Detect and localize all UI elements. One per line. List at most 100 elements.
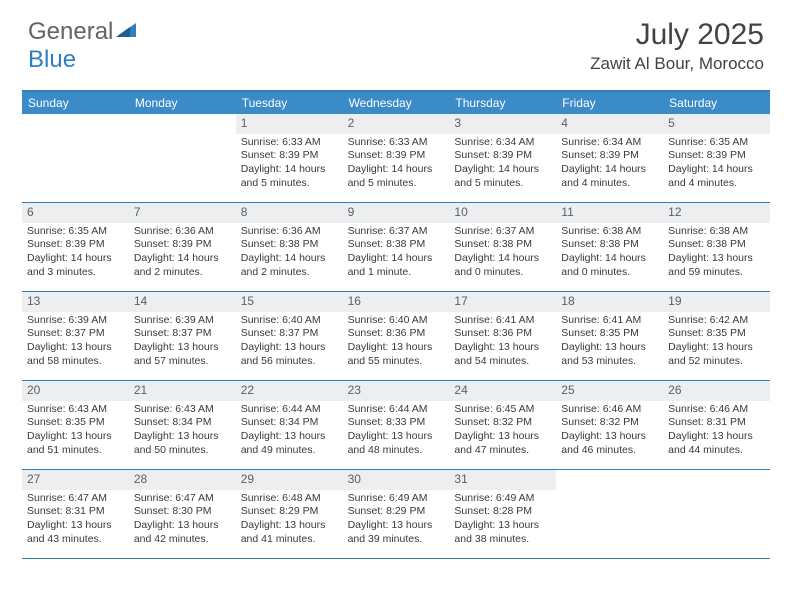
day-cell: 22Sunrise: 6:44 AMSunset: 8:34 PMDayligh…	[236, 381, 343, 469]
daylight-text: Daylight: 14 hours and 1 minute.	[348, 252, 445, 279]
day-body: Sunrise: 6:41 AMSunset: 8:35 PMDaylight:…	[556, 312, 663, 374]
sunset-text: Sunset: 8:29 PM	[241, 505, 338, 519]
day-number: 30	[343, 470, 450, 490]
day-number: 5	[663, 114, 770, 134]
sunset-text: Sunset: 8:34 PM	[134, 416, 231, 430]
sunrise-text: Sunrise: 6:38 AM	[561, 225, 658, 239]
daylight-text: Daylight: 14 hours and 0 minutes.	[454, 252, 551, 279]
day-number: 22	[236, 381, 343, 401]
sunset-text: Sunset: 8:35 PM	[27, 416, 124, 430]
day-body: Sunrise: 6:40 AMSunset: 8:36 PMDaylight:…	[343, 312, 450, 374]
day-cell: 24Sunrise: 6:45 AMSunset: 8:32 PMDayligh…	[449, 381, 556, 469]
sunrise-text: Sunrise: 6:48 AM	[241, 492, 338, 506]
day-number: 8	[236, 203, 343, 223]
weekday-header: Tuesday	[236, 92, 343, 114]
sunrise-text: Sunrise: 6:43 AM	[134, 403, 231, 417]
day-cell: 15Sunrise: 6:40 AMSunset: 8:37 PMDayligh…	[236, 292, 343, 380]
sunrise-text: Sunrise: 6:37 AM	[454, 225, 551, 239]
sunrise-text: Sunrise: 6:44 AM	[241, 403, 338, 417]
sunrise-text: Sunrise: 6:39 AM	[27, 314, 124, 328]
sunset-text: Sunset: 8:39 PM	[134, 238, 231, 252]
day-number: 31	[449, 470, 556, 490]
logo: General	[28, 18, 136, 46]
sunrise-text: Sunrise: 6:41 AM	[454, 314, 551, 328]
day-cell: 9Sunrise: 6:37 AMSunset: 8:38 PMDaylight…	[343, 203, 450, 291]
week-row: 13Sunrise: 6:39 AMSunset: 8:37 PMDayligh…	[22, 292, 770, 381]
day-body: Sunrise: 6:47 AMSunset: 8:30 PMDaylight:…	[129, 490, 236, 552]
day-cell: 30Sunrise: 6:49 AMSunset: 8:29 PMDayligh…	[343, 470, 450, 558]
daylight-text: Daylight: 13 hours and 59 minutes.	[668, 252, 765, 279]
daylight-text: Daylight: 13 hours and 44 minutes.	[668, 430, 765, 457]
day-number: 12	[663, 203, 770, 223]
day-cell: 2Sunrise: 6:33 AMSunset: 8:39 PMDaylight…	[343, 114, 450, 202]
sunset-text: Sunset: 8:36 PM	[348, 327, 445, 341]
weekday-header: Monday	[129, 92, 236, 114]
day-body: Sunrise: 6:39 AMSunset: 8:37 PMDaylight:…	[22, 312, 129, 374]
weekday-header: Saturday	[663, 92, 770, 114]
daylight-text: Daylight: 13 hours and 57 minutes.	[134, 341, 231, 368]
day-number: 6	[22, 203, 129, 223]
sunset-text: Sunset: 8:38 PM	[454, 238, 551, 252]
sunset-text: Sunset: 8:35 PM	[561, 327, 658, 341]
sunset-text: Sunset: 8:38 PM	[668, 238, 765, 252]
day-cell: 3Sunrise: 6:34 AMSunset: 8:39 PMDaylight…	[449, 114, 556, 202]
day-number: 24	[449, 381, 556, 401]
daylight-text: Daylight: 14 hours and 0 minutes.	[561, 252, 658, 279]
daylight-text: Daylight: 13 hours and 46 minutes.	[561, 430, 658, 457]
day-body: Sunrise: 6:34 AMSunset: 8:39 PMDaylight:…	[556, 134, 663, 196]
day-number: 7	[129, 203, 236, 223]
day-cell: 8 Sunrise: 6:36 AMSunset: 8:38 PMDaylight…	[236, 203, 343, 291]
day-body: Sunrise: 6:38 AMSunset: 8:38 PMDaylight:…	[663, 223, 770, 285]
logo-text-right: Blue	[28, 46, 76, 74]
day-body: Sunrise: 6:46 AMSunset: 8:31 PMDaylight:…	[663, 401, 770, 463]
daylight-text: Daylight: 13 hours and 41 minutes.	[241, 519, 338, 546]
sunset-text: Sunset: 8:38 PM	[348, 238, 445, 252]
day-number: 14	[129, 292, 236, 312]
daylight-text: Daylight: 14 hours and 2 minutes.	[241, 252, 338, 279]
sunset-text: Sunset: 8:38 PM	[241, 238, 338, 252]
sunset-text: Sunset: 8:36 PM	[454, 327, 551, 341]
calendar: Sunday Monday Tuesday Wednesday Thursday…	[22, 90, 770, 559]
day-cell: 13Sunrise: 6:39 AMSunset: 8:37 PMDayligh…	[22, 292, 129, 380]
weekday-header: Friday	[556, 92, 663, 114]
daylight-text: Daylight: 14 hours and 4 minutes.	[668, 163, 765, 190]
daylight-text: Daylight: 13 hours and 43 minutes.	[27, 519, 124, 546]
sunrise-text: Sunrise: 6:49 AM	[454, 492, 551, 506]
sunset-text: Sunset: 8:39 PM	[668, 149, 765, 163]
day-cell: 19Sunrise: 6:42 AMSunset: 8:35 PMDayligh…	[663, 292, 770, 380]
daylight-text: Daylight: 14 hours and 2 minutes.	[134, 252, 231, 279]
day-cell: 27Sunrise: 6:47 AMSunset: 8:31 PMDayligh…	[22, 470, 129, 558]
day-number: 1	[236, 114, 343, 134]
sunrise-text: Sunrise: 6:40 AM	[241, 314, 338, 328]
day-body: Sunrise: 6:46 AMSunset: 8:32 PMDaylight:…	[556, 401, 663, 463]
sunset-text: Sunset: 8:34 PM	[241, 416, 338, 430]
sunset-text: Sunset: 8:29 PM	[348, 505, 445, 519]
sunrise-text: Sunrise: 6:41 AM	[561, 314, 658, 328]
daylight-text: Daylight: 14 hours and 3 minutes.	[27, 252, 124, 279]
day-cell: 21Sunrise: 6:43 AMSunset: 8:34 PMDayligh…	[129, 381, 236, 469]
logo-triangle-icon	[116, 23, 136, 37]
daylight-text: Daylight: 14 hours and 5 minutes.	[348, 163, 445, 190]
sunset-text: Sunset: 8:37 PM	[134, 327, 231, 341]
sunrise-text: Sunrise: 6:34 AM	[454, 136, 551, 150]
sunrise-text: Sunrise: 6:36 AM	[241, 225, 338, 239]
day-body: Sunrise: 6:40 AMSunset: 8:37 PMDaylight:…	[236, 312, 343, 374]
sunset-text: Sunset: 8:39 PM	[561, 149, 658, 163]
day-number: 21	[129, 381, 236, 401]
weekday-header: Wednesday	[343, 92, 450, 114]
sunset-text: Sunset: 8:32 PM	[561, 416, 658, 430]
day-body: Sunrise: 6:42 AMSunset: 8:35 PMDaylight:…	[663, 312, 770, 374]
day-cell: .	[663, 470, 770, 558]
sunrise-text: Sunrise: 6:45 AM	[454, 403, 551, 417]
header: General July 2025 Zawit Al Bour, Morocco	[0, 0, 792, 82]
day-cell: 14Sunrise: 6:39 AMSunset: 8:37 PMDayligh…	[129, 292, 236, 380]
day-body: Sunrise: 6:35 AMSunset: 8:39 PMDaylight:…	[22, 223, 129, 285]
day-number: 15	[236, 292, 343, 312]
day-body: Sunrise: 6:44 AMSunset: 8:34 PMDaylight:…	[236, 401, 343, 463]
sunrise-text: Sunrise: 6:35 AM	[27, 225, 124, 239]
day-cell: 31Sunrise: 6:49 AMSunset: 8:28 PMDayligh…	[449, 470, 556, 558]
sunset-text: Sunset: 8:31 PM	[668, 416, 765, 430]
weekday-header-row: Sunday Monday Tuesday Wednesday Thursday…	[22, 92, 770, 114]
day-cell: 26Sunrise: 6:46 AMSunset: 8:31 PMDayligh…	[663, 381, 770, 469]
daylight-text: Daylight: 13 hours and 49 minutes.	[241, 430, 338, 457]
